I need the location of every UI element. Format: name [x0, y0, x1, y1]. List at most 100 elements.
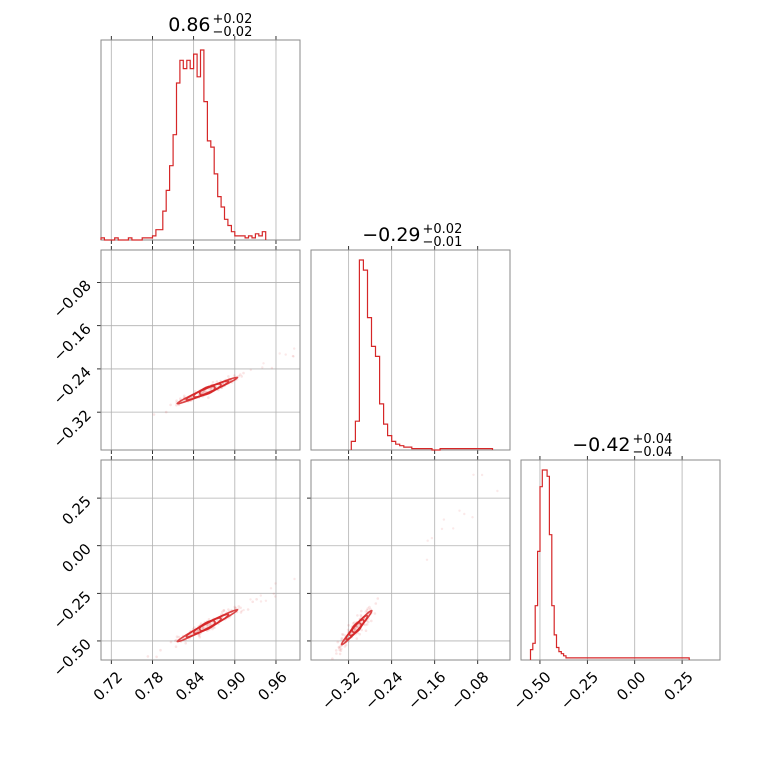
panel-1-1 [310, 246, 511, 454]
histogram-1 [350, 259, 494, 451]
title-plus: +0.04 [633, 432, 673, 447]
sample-point [366, 607, 370, 610]
y-tick-label: −0.24 [50, 363, 95, 408]
tail-point [274, 582, 277, 585]
sample-point [356, 614, 359, 617]
grid-lines [110, 40, 277, 240]
panel-title-2: −0.42 +0.04−0.04 [572, 432, 672, 460]
tail-point [234, 606, 238, 610]
sample-point [201, 391, 204, 395]
y-tick-label: −0.25 [50, 587, 95, 632]
sample-point [169, 640, 173, 644]
panel-0-0 [100, 36, 301, 244]
tail-point [274, 595, 277, 598]
sample-point [207, 396, 210, 399]
sample-point [159, 648, 162, 652]
title-minus: −0.04 [633, 445, 673, 460]
sample-point [338, 648, 342, 652]
y-tick-label: −0.16 [50, 320, 95, 365]
tail-point [292, 355, 295, 358]
panel-frame [100, 249, 301, 451]
sample-point [358, 632, 362, 636]
sample-point [359, 613, 363, 617]
sample-point [184, 641, 187, 645]
tail-point [496, 489, 499, 493]
sample-point [336, 640, 340, 644]
sample-point [343, 645, 347, 648]
sample-point [374, 602, 378, 605]
tail-point [458, 509, 461, 512]
tail-point [452, 527, 455, 530]
x-tick-label: 0.00 [613, 668, 649, 704]
tail-point [440, 527, 444, 531]
tail-point [259, 600, 263, 603]
sample-point [198, 635, 202, 639]
tail-point [284, 353, 287, 356]
grid-lines [539, 460, 683, 660]
sample-point [177, 635, 181, 639]
y-tick-labels-row2: 0.25 0.00 −0.25−0.50 [50, 492, 95, 680]
x-tick-label: 0.78 [131, 668, 167, 704]
sample-point [338, 652, 342, 656]
sample-point [365, 623, 369, 626]
title-plus: +0.02 [213, 12, 253, 27]
sample-point [351, 622, 355, 625]
sample-point [341, 633, 344, 636]
tail-point [442, 518, 446, 521]
contour-level [176, 376, 239, 405]
sample-point [340, 638, 344, 641]
sample-point [195, 629, 199, 633]
x-tick-label: 0.72 [90, 668, 126, 704]
sample-point [335, 652, 338, 655]
sample-point [240, 375, 243, 378]
tail-point [264, 599, 268, 602]
sample-point [233, 605, 237, 609]
tail-point [430, 536, 434, 540]
tail-point [425, 558, 429, 561]
sample-point [340, 637, 344, 640]
sample-point [205, 625, 208, 628]
panel-1-0 [97, 246, 301, 454]
tail-point [261, 366, 264, 369]
grid-lines [101, 460, 300, 660]
sample-point [155, 655, 158, 659]
sample-point [242, 371, 245, 375]
contour-level [185, 380, 230, 401]
sample-point [347, 624, 350, 627]
histogram-0 [100, 49, 267, 241]
panel-frame [310, 249, 511, 451]
x-tick-label: 0.25 [660, 668, 696, 704]
sample-point [211, 380, 215, 384]
x-tick-label: −0.25 [557, 668, 602, 713]
y-tick-label: −0.50 [50, 635, 95, 680]
sample-point [367, 620, 370, 624]
sample-point [213, 626, 216, 629]
title-value: 0.86 [168, 14, 210, 36]
sample-point [354, 627, 357, 630]
sample-point [175, 635, 179, 638]
sample-point [331, 657, 334, 660]
tail-point [270, 366, 274, 370]
panel-frame [100, 459, 301, 661]
sample-point [339, 649, 343, 652]
grid-lines [311, 460, 510, 660]
y-tick-label: −0.08 [50, 277, 95, 322]
tail-point [291, 354, 295, 358]
title-value: −0.42 [572, 434, 630, 456]
sample-point [239, 373, 242, 376]
sample-point [202, 391, 206, 394]
sample-point [175, 399, 178, 403]
contour-level [351, 621, 363, 634]
sample-point [206, 624, 210, 627]
sample-point [239, 611, 243, 614]
sample-point [200, 391, 204, 395]
sample-point [255, 598, 258, 601]
sample-point [364, 610, 368, 613]
sample-point [334, 649, 338, 652]
sample-point [359, 615, 363, 618]
sample-point [211, 627, 214, 631]
sample-point [164, 410, 168, 414]
sample-point [197, 634, 201, 638]
sample-point [201, 626, 205, 630]
sample-point [342, 633, 345, 636]
